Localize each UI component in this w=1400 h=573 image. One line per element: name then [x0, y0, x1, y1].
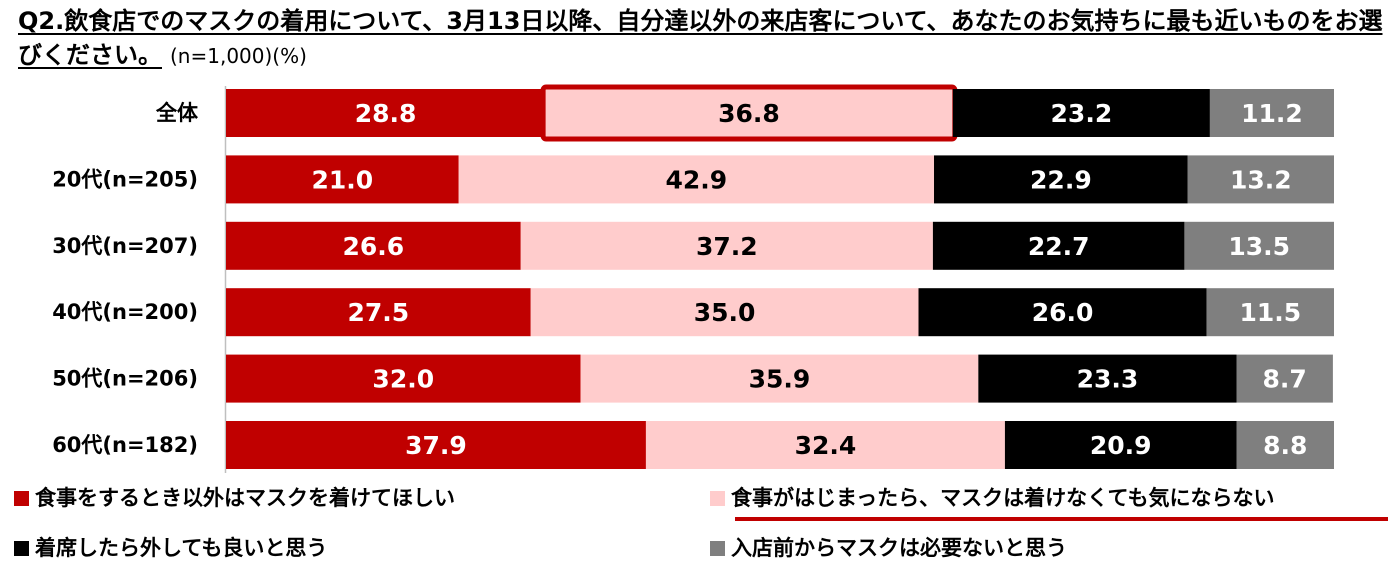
data-label: 22.7 [1028, 232, 1090, 261]
data-label: 37.2 [696, 232, 758, 261]
bar-segment [1209, 89, 1334, 137]
data-label: 26.6 [343, 232, 405, 261]
category-label: 30代(n=207) [52, 234, 198, 258]
data-label: 20.9 [1090, 431, 1152, 460]
data-label: 35.9 [749, 365, 811, 394]
bar-segment [580, 354, 979, 403]
legend-highlight-underline [735, 517, 1388, 521]
chart-title-text: Q2.飲食店でのマスクの着用について、3月13日以降、自分達以外の来店客について… [18, 7, 1383, 69]
legend-swatch-2 [14, 540, 29, 556]
legend-label-1: 食事がはじまったら、マスクは着けなくても気にならない [731, 486, 1275, 510]
legend-swatch-0 [14, 490, 29, 506]
category-label: 全体 [155, 101, 199, 125]
data-label: 13.2 [1230, 165, 1292, 194]
data-label: 23.3 [1077, 365, 1139, 394]
category-label: 20代(n=205) [52, 167, 198, 191]
data-label: 42.9 [666, 165, 728, 194]
legend-label-3: 入店前からマスクは必要ないと思う [731, 536, 1067, 560]
category-label: 50代(n=206) [52, 367, 198, 391]
data-label: 23.2 [1051, 99, 1113, 128]
data-label: 36.8 [718, 99, 780, 128]
bar-segment [545, 89, 953, 137]
bar-segment [1004, 421, 1237, 469]
bar-segment [645, 421, 1005, 469]
data-label: 11.5 [1239, 298, 1301, 327]
bar-segment [1236, 354, 1333, 403]
legend-swatch-3 [710, 540, 725, 556]
legend-item-3: 入店前からマスクは必要ないと思う [710, 534, 1067, 562]
data-label: 37.9 [405, 431, 467, 460]
bar-segment [932, 221, 1185, 270]
data-label: 22.9 [1030, 165, 1092, 194]
legend-swatch-1 [710, 490, 725, 506]
category-label: 40代(n=200) [52, 300, 198, 324]
bar-segment [226, 421, 646, 469]
data-label: 21.0 [311, 165, 373, 194]
legend-label-0: 食事をするとき以外はマスクを着けてほしい [35, 486, 455, 510]
legend-item-1: 食事がはじまったら、マスクは着けなくても気にならない [710, 484, 1274, 512]
data-label: 32.0 [372, 365, 434, 394]
data-label: 13.5 [1228, 232, 1290, 261]
legend-item-2: 着席したら外しても良いと思う [14, 534, 327, 562]
data-label: 35.0 [694, 298, 756, 327]
bar-segment [226, 89, 546, 137]
bar-segment [918, 288, 1207, 337]
bar-segment [530, 288, 919, 337]
bar-segment [226, 288, 531, 337]
legend-label-2: 着席したら外しても良いと思う [35, 536, 328, 560]
data-label: 11.2 [1241, 99, 1303, 128]
legend-item-0: 食事をするとき以外はマスクを着けてほしい [14, 484, 455, 512]
data-label: 8.7 [1263, 365, 1307, 394]
bar-segment [934, 155, 1188, 204]
chart-title: Q2.飲食店でのマスクの着用について、3月13日以降、自分達以外の来店客について… [18, 4, 1393, 73]
bar-segment [226, 354, 581, 403]
data-label: 32.4 [795, 431, 857, 460]
bar-segment [1187, 155, 1334, 204]
bar-segment [1236, 421, 1334, 469]
bar-segment [978, 354, 1237, 403]
data-label: 27.5 [348, 298, 410, 327]
bar-segment [520, 221, 933, 270]
bar-segment [226, 221, 521, 270]
bar-segment [952, 89, 1210, 137]
bar-segment [1184, 221, 1334, 270]
data-label: 26.0 [1032, 298, 1094, 327]
bar-segment [1206, 288, 1334, 337]
data-label: 28.8 [355, 99, 417, 128]
chart-title-note: (n=1,000)(%) [170, 44, 307, 68]
category-label: 60代(n=182) [52, 433, 198, 457]
data-label: 8.8 [1263, 431, 1307, 460]
bar-segment [226, 155, 459, 204]
bar-segment [458, 155, 935, 204]
